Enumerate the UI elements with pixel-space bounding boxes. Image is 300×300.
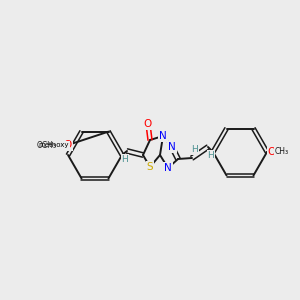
Text: methoxy: methoxy	[39, 142, 69, 148]
Text: H: H	[122, 154, 128, 164]
Text: O: O	[64, 140, 72, 150]
Text: OCH₃: OCH₃	[37, 140, 57, 149]
Text: N: N	[159, 131, 167, 141]
Text: S: S	[147, 162, 153, 172]
Text: O: O	[268, 147, 276, 157]
Text: H: H	[192, 146, 198, 154]
Text: N: N	[168, 142, 176, 152]
Text: H: H	[208, 151, 214, 160]
Text: CH₃: CH₃	[275, 148, 289, 157]
Text: O: O	[144, 119, 152, 129]
Text: N: N	[164, 163, 172, 173]
